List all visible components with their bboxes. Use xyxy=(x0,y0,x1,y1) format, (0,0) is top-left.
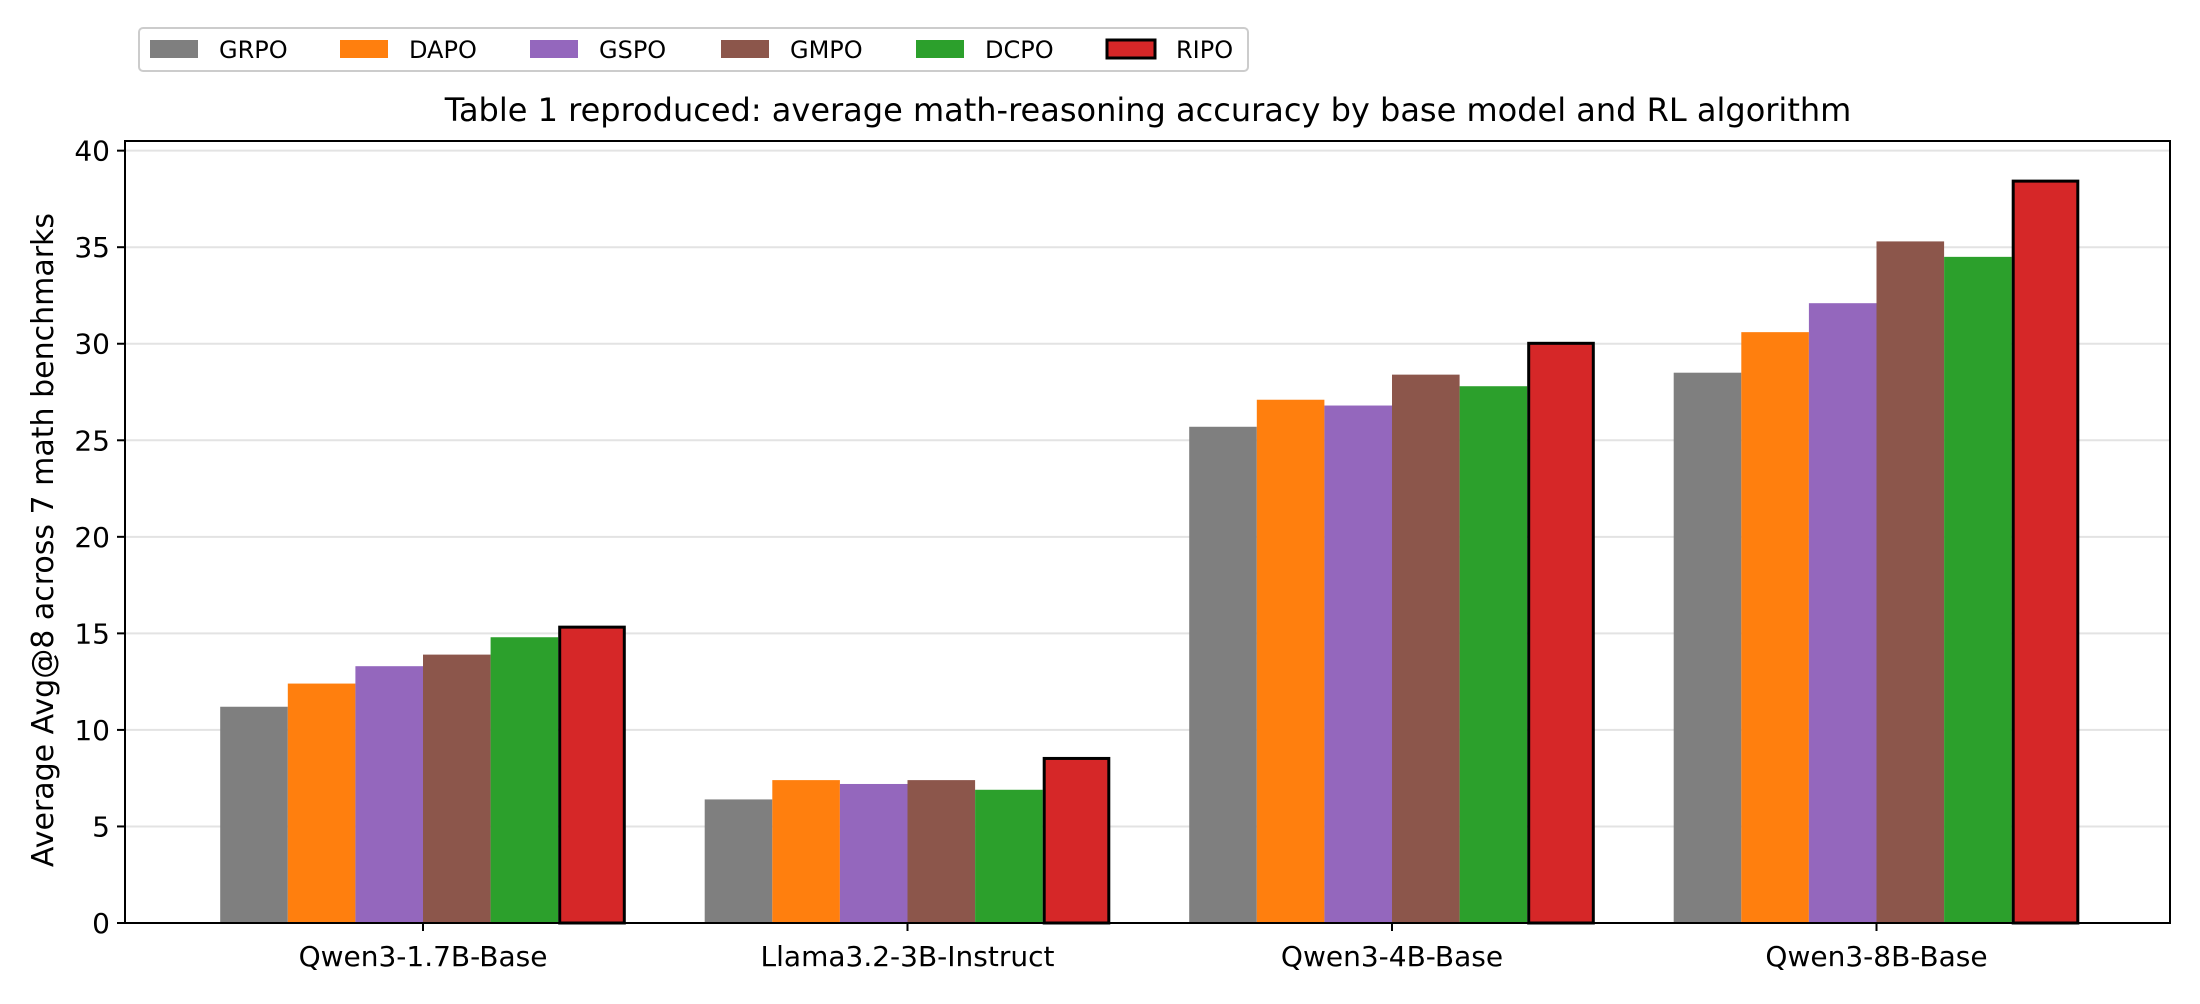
legend-label-grpo: GRPO xyxy=(219,36,288,64)
legend-label-ripo: RIPO xyxy=(1176,36,1233,64)
y-axis-ticks: 0 5 10 15 20 25 30 35 40 xyxy=(74,135,125,940)
legend-label-gmpo: GMPO xyxy=(790,36,863,64)
x-tick-label: Qwen3-4B-Base xyxy=(1281,940,1503,973)
bar-dapo-3 xyxy=(1741,332,1809,924)
axes xyxy=(124,140,2171,924)
bar-grpo-0 xyxy=(220,706,288,923)
bar-dcpo-3 xyxy=(1944,256,2012,924)
x-tick-label: Llama3.2-3B-Instruct xyxy=(761,940,1055,973)
bar-grpo-2 xyxy=(1189,426,1257,923)
legend-label-dcpo: DCPO xyxy=(985,36,1054,64)
bar-dapo-1 xyxy=(772,780,840,923)
y-tick-label: 0 xyxy=(92,907,110,940)
legend-swatch-ripo xyxy=(1105,38,1157,60)
bar-gspo-2 xyxy=(1324,405,1392,923)
legend-swatch-gmpo xyxy=(721,40,769,58)
y-tick-label: 5 xyxy=(92,810,110,843)
legend-swatch-gspo xyxy=(530,40,578,58)
y-tick-label: 25 xyxy=(74,424,110,457)
y-tick-label: 20 xyxy=(74,521,110,554)
bar-grpo-3 xyxy=(1673,372,1742,923)
plot-frame xyxy=(124,140,2171,924)
bar-grpo-1 xyxy=(704,799,773,923)
legend-swatch-dapo xyxy=(340,40,388,58)
legend: GRPO DAPO GSPO GMPO DCPO RIPO xyxy=(138,27,1249,72)
bars xyxy=(220,179,2080,925)
chart-title: Table 1 reproduced: average math-reasoni… xyxy=(444,91,1852,129)
y-axis-label: Average Avg@8 across 7 math benchmarks xyxy=(26,213,61,867)
bar-dcpo-0 xyxy=(490,637,559,923)
bar-dapo-2 xyxy=(1256,399,1325,923)
y-tick-label: 30 xyxy=(74,328,110,361)
y-tick-label: 15 xyxy=(74,617,110,650)
x-axis-ticks: Qwen3-1.7B-Base Llama3.2-3B-Instruct Qwen3… xyxy=(299,923,1988,973)
x-tick-label: Qwen3-1.7B-Base xyxy=(299,940,548,973)
bar-ripo-0 xyxy=(558,625,626,925)
bar-gmpo-1 xyxy=(907,780,976,923)
legend-label-gspo: GSPO xyxy=(599,36,666,64)
bar-dcpo-2 xyxy=(1459,386,1528,924)
legend-label-dapo: DAPO xyxy=(409,36,477,64)
y-tick-label: 35 xyxy=(74,231,110,264)
legend-swatch-grpo xyxy=(150,40,198,58)
y-tick-label: 10 xyxy=(74,714,110,747)
bar-ripo-2 xyxy=(1527,341,1595,925)
y-tick-label: 40 xyxy=(74,135,110,168)
bar-dcpo-1 xyxy=(975,789,1043,923)
bar-dapo-0 xyxy=(287,683,356,923)
bar-gmpo-3 xyxy=(1876,241,1945,924)
bar-gspo-1 xyxy=(839,783,908,923)
bar-gmpo-0 xyxy=(423,654,491,923)
bar-gspo-3 xyxy=(1808,303,1877,923)
bar-ripo-3 xyxy=(2011,179,2080,925)
bar-ripo-1 xyxy=(1042,756,1111,925)
bar-gspo-0 xyxy=(355,666,423,923)
legend-swatch-dcpo xyxy=(916,40,964,58)
x-tick-label: Qwen3-8B-Base xyxy=(1765,940,1987,973)
bar-gmpo-2 xyxy=(1392,374,1460,923)
legend-box xyxy=(138,27,1249,72)
